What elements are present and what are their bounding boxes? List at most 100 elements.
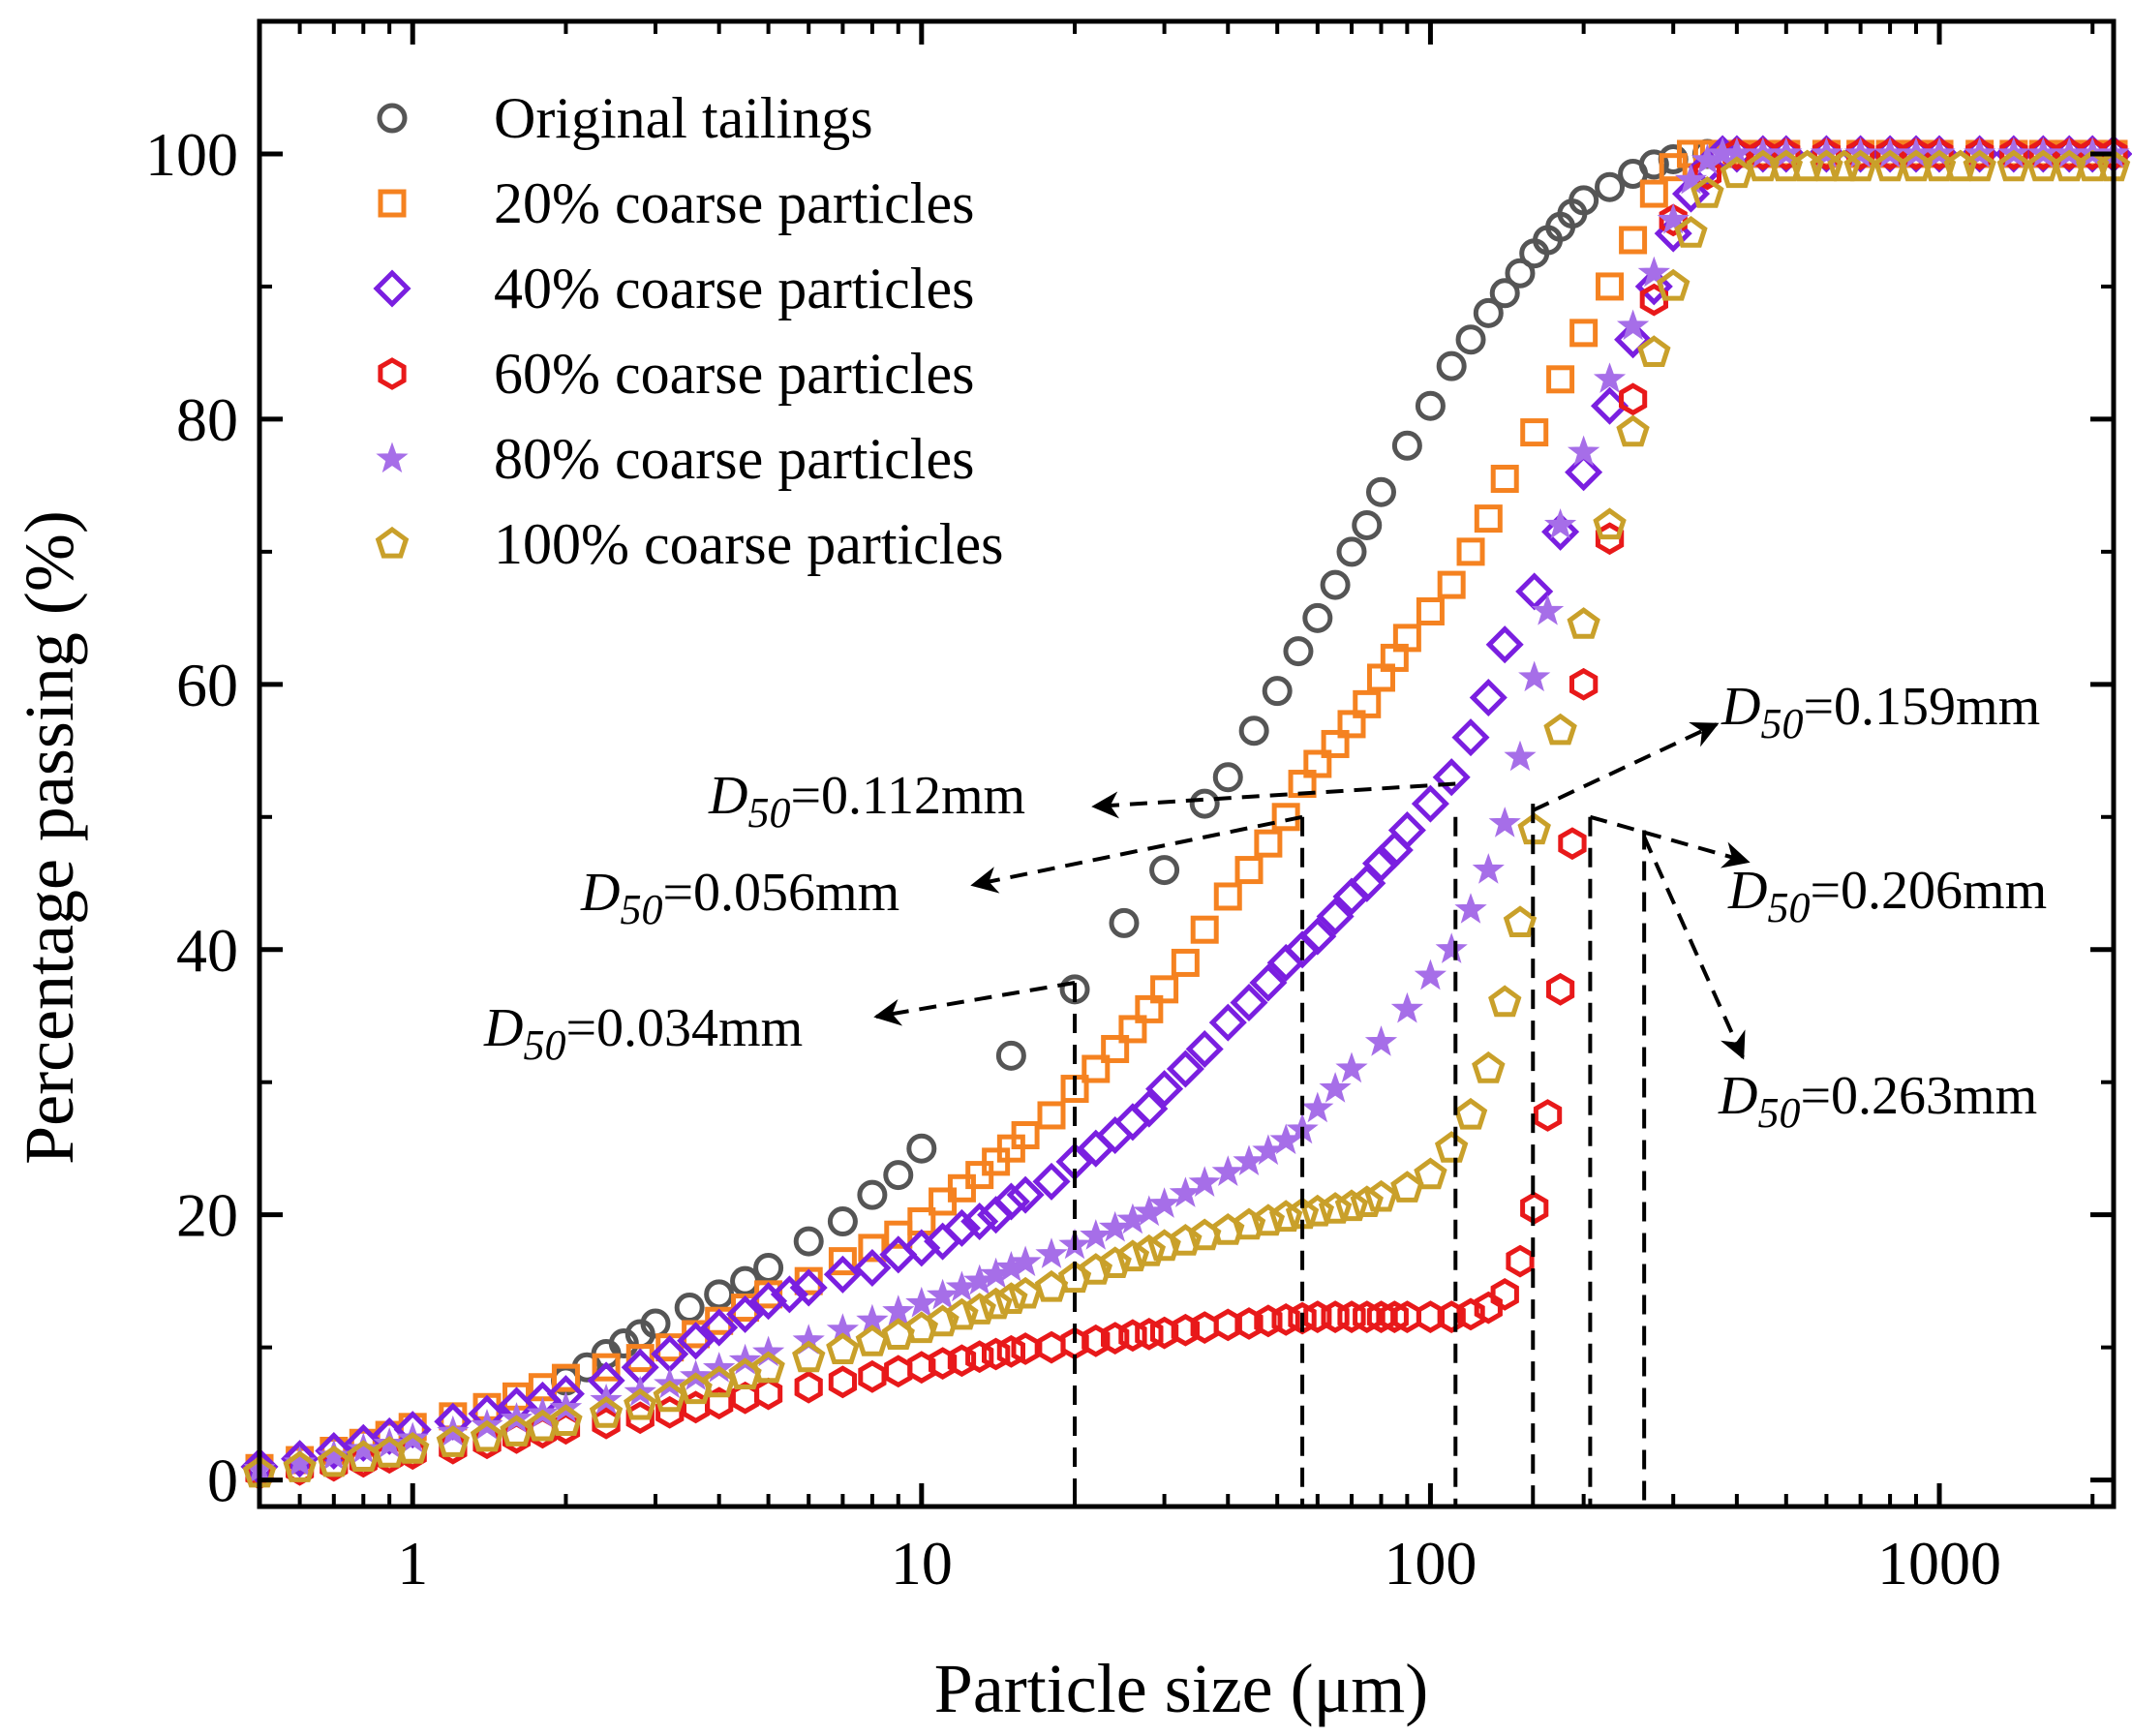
data-point bbox=[1337, 710, 1366, 739]
data-point bbox=[347, 1432, 380, 1464]
data-point bbox=[1135, 994, 1164, 1023]
data-point bbox=[1593, 507, 1627, 540]
y-tick-label: 40 bbox=[176, 916, 238, 985]
data-point bbox=[551, 1363, 580, 1392]
data-point bbox=[1596, 272, 1625, 301]
data-point bbox=[1569, 185, 1599, 216]
data-point bbox=[1569, 667, 1599, 701]
data-point bbox=[793, 1226, 824, 1257]
plot-frame bbox=[257, 18, 2117, 1509]
data-point bbox=[283, 1446, 317, 1477]
data-point bbox=[1171, 948, 1200, 977]
data-point bbox=[1300, 1194, 1335, 1227]
legend-label: 100% coarse particles bbox=[494, 512, 1003, 576]
legend-label: 40% coarse particles bbox=[494, 257, 974, 320]
data-point bbox=[1169, 1224, 1203, 1256]
data-point bbox=[283, 1450, 317, 1482]
data-point bbox=[1352, 509, 1383, 540]
data-point bbox=[396, 1432, 430, 1464]
d50-label-6: D50=0.263mm bbox=[1718, 1066, 2037, 1137]
legend-marker bbox=[376, 442, 409, 473]
legend-background bbox=[329, 68, 1123, 595]
data-point bbox=[1145, 1070, 1184, 1109]
y-tick-label: 80 bbox=[176, 385, 238, 454]
data-point bbox=[1211, 1213, 1245, 1245]
data-point bbox=[1336, 536, 1367, 567]
legend-label: 20% coarse particles bbox=[494, 171, 974, 235]
data-point bbox=[1288, 770, 1317, 799]
data-point bbox=[1436, 350, 1467, 381]
data-point bbox=[1657, 202, 1690, 234]
data-point bbox=[726, 1294, 765, 1333]
data-point bbox=[1318, 1192, 1353, 1224]
data-point bbox=[1147, 1187, 1181, 1218]
legend: Original tailings 20% coarse particles 40%… bbox=[329, 68, 1123, 595]
data-point bbox=[1505, 258, 1536, 289]
data-point bbox=[1639, 179, 1668, 208]
x-axis-title: Particle size (μm) bbox=[934, 1650, 1428, 1727]
data-point bbox=[853, 1248, 892, 1288]
data-point bbox=[905, 1286, 938, 1318]
data-point bbox=[1037, 1330, 1066, 1364]
data-point bbox=[1846, 137, 1875, 170]
data-point bbox=[1518, 660, 1551, 692]
data-point bbox=[1543, 713, 1577, 746]
data-point bbox=[1569, 319, 1599, 348]
data-point bbox=[1081, 1324, 1111, 1357]
data-point bbox=[1251, 1203, 1286, 1236]
data-point bbox=[1639, 283, 1668, 317]
data-point bbox=[730, 1265, 761, 1296]
data-point bbox=[753, 1252, 784, 1283]
data-point bbox=[1380, 1300, 1409, 1333]
data-point bbox=[945, 1297, 979, 1330]
data-point bbox=[1638, 149, 1669, 180]
data-point bbox=[1268, 1200, 1303, 1233]
data-point bbox=[1303, 749, 1332, 778]
data-point bbox=[1567, 607, 1600, 639]
axes: 0 20 40 60 80 100 1 10 100 1000 bbox=[145, 18, 2117, 1598]
data-point bbox=[1531, 594, 1565, 625]
data-point bbox=[1416, 596, 1445, 625]
data-point bbox=[1081, 1054, 1111, 1083]
data-point bbox=[1189, 788, 1220, 819]
y-axis-title: Percentage passing (%) bbox=[11, 510, 88, 1165]
data-point bbox=[979, 1287, 1013, 1320]
data-point bbox=[1353, 689, 1382, 718]
data-point bbox=[1637, 256, 1671, 288]
data-point bbox=[1109, 907, 1140, 938]
data-point bbox=[653, 1380, 686, 1413]
legend-marker bbox=[378, 189, 407, 218]
data-point bbox=[1032, 1162, 1071, 1201]
data-point bbox=[1101, 1034, 1130, 1063]
data-point bbox=[704, 1279, 735, 1310]
data-point bbox=[1619, 382, 1648, 416]
data-point bbox=[1337, 1300, 1366, 1333]
data-point bbox=[1415, 390, 1446, 421]
data-point bbox=[1595, 171, 1626, 202]
data-point bbox=[1118, 1319, 1147, 1353]
data-point bbox=[1558, 827, 1587, 861]
data-point bbox=[792, 1340, 826, 1373]
data-point bbox=[1035, 1237, 1068, 1268]
data-point bbox=[904, 1311, 939, 1344]
data-point bbox=[470, 1419, 504, 1452]
data-point bbox=[1659, 203, 1688, 237]
data-point bbox=[991, 1182, 1030, 1221]
data-point bbox=[1656, 268, 1690, 301]
data-point bbox=[315, 1431, 353, 1471]
data-point bbox=[884, 1220, 913, 1249]
data-point bbox=[1350, 1185, 1384, 1217]
data-point bbox=[1188, 1166, 1221, 1198]
data-point bbox=[1101, 1322, 1130, 1355]
data-point bbox=[1301, 1091, 1334, 1123]
legend-label: 80% coarse particles bbox=[494, 427, 974, 491]
data-point bbox=[1772, 137, 1801, 170]
data-point bbox=[1319, 1072, 1352, 1103]
data-point bbox=[794, 1370, 823, 1404]
data-point bbox=[1810, 149, 1843, 182]
data-point bbox=[1234, 1307, 1264, 1340]
series-6 bbox=[242, 149, 2131, 1488]
data-point bbox=[1118, 1015, 1147, 1044]
data-point bbox=[1009, 1245, 1042, 1277]
